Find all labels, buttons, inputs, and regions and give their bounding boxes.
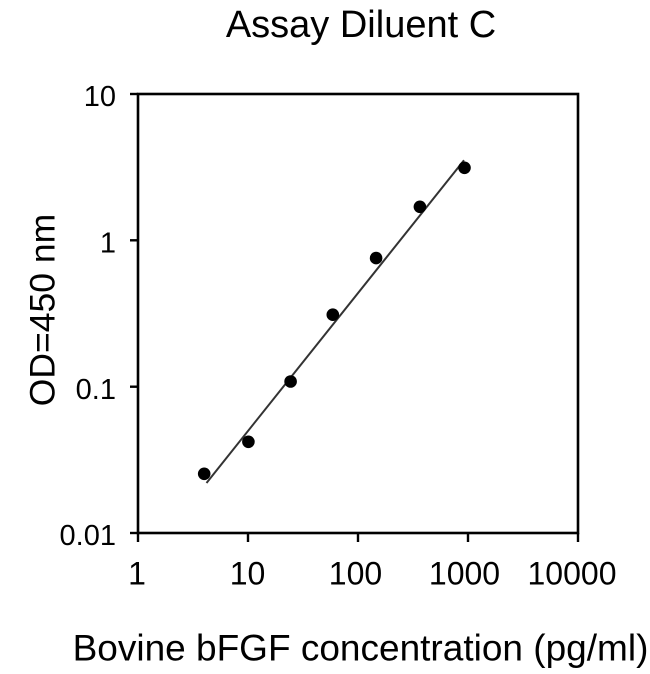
svg-text:0.1: 0.1 bbox=[76, 374, 116, 406]
svg-text:10: 10 bbox=[230, 555, 266, 591]
svg-text:1: 1 bbox=[100, 227, 116, 259]
svg-text:1: 1 bbox=[128, 555, 146, 591]
svg-text:10: 10 bbox=[84, 81, 116, 113]
svg-text:10000: 10000 bbox=[528, 555, 617, 591]
svg-text:0.01: 0.01 bbox=[60, 520, 116, 552]
svg-text:Bovine bFGF concentration (pg/: Bovine bFGF concentration (pg/ml) bbox=[73, 628, 649, 669]
svg-text:OD=450 nm: OD=450 nm bbox=[22, 214, 62, 406]
svg-text:100: 100 bbox=[329, 555, 382, 591]
svg-text:Assay Diluent C: Assay Diluent C bbox=[226, 4, 496, 46]
svg-text:1000: 1000 bbox=[429, 555, 500, 591]
